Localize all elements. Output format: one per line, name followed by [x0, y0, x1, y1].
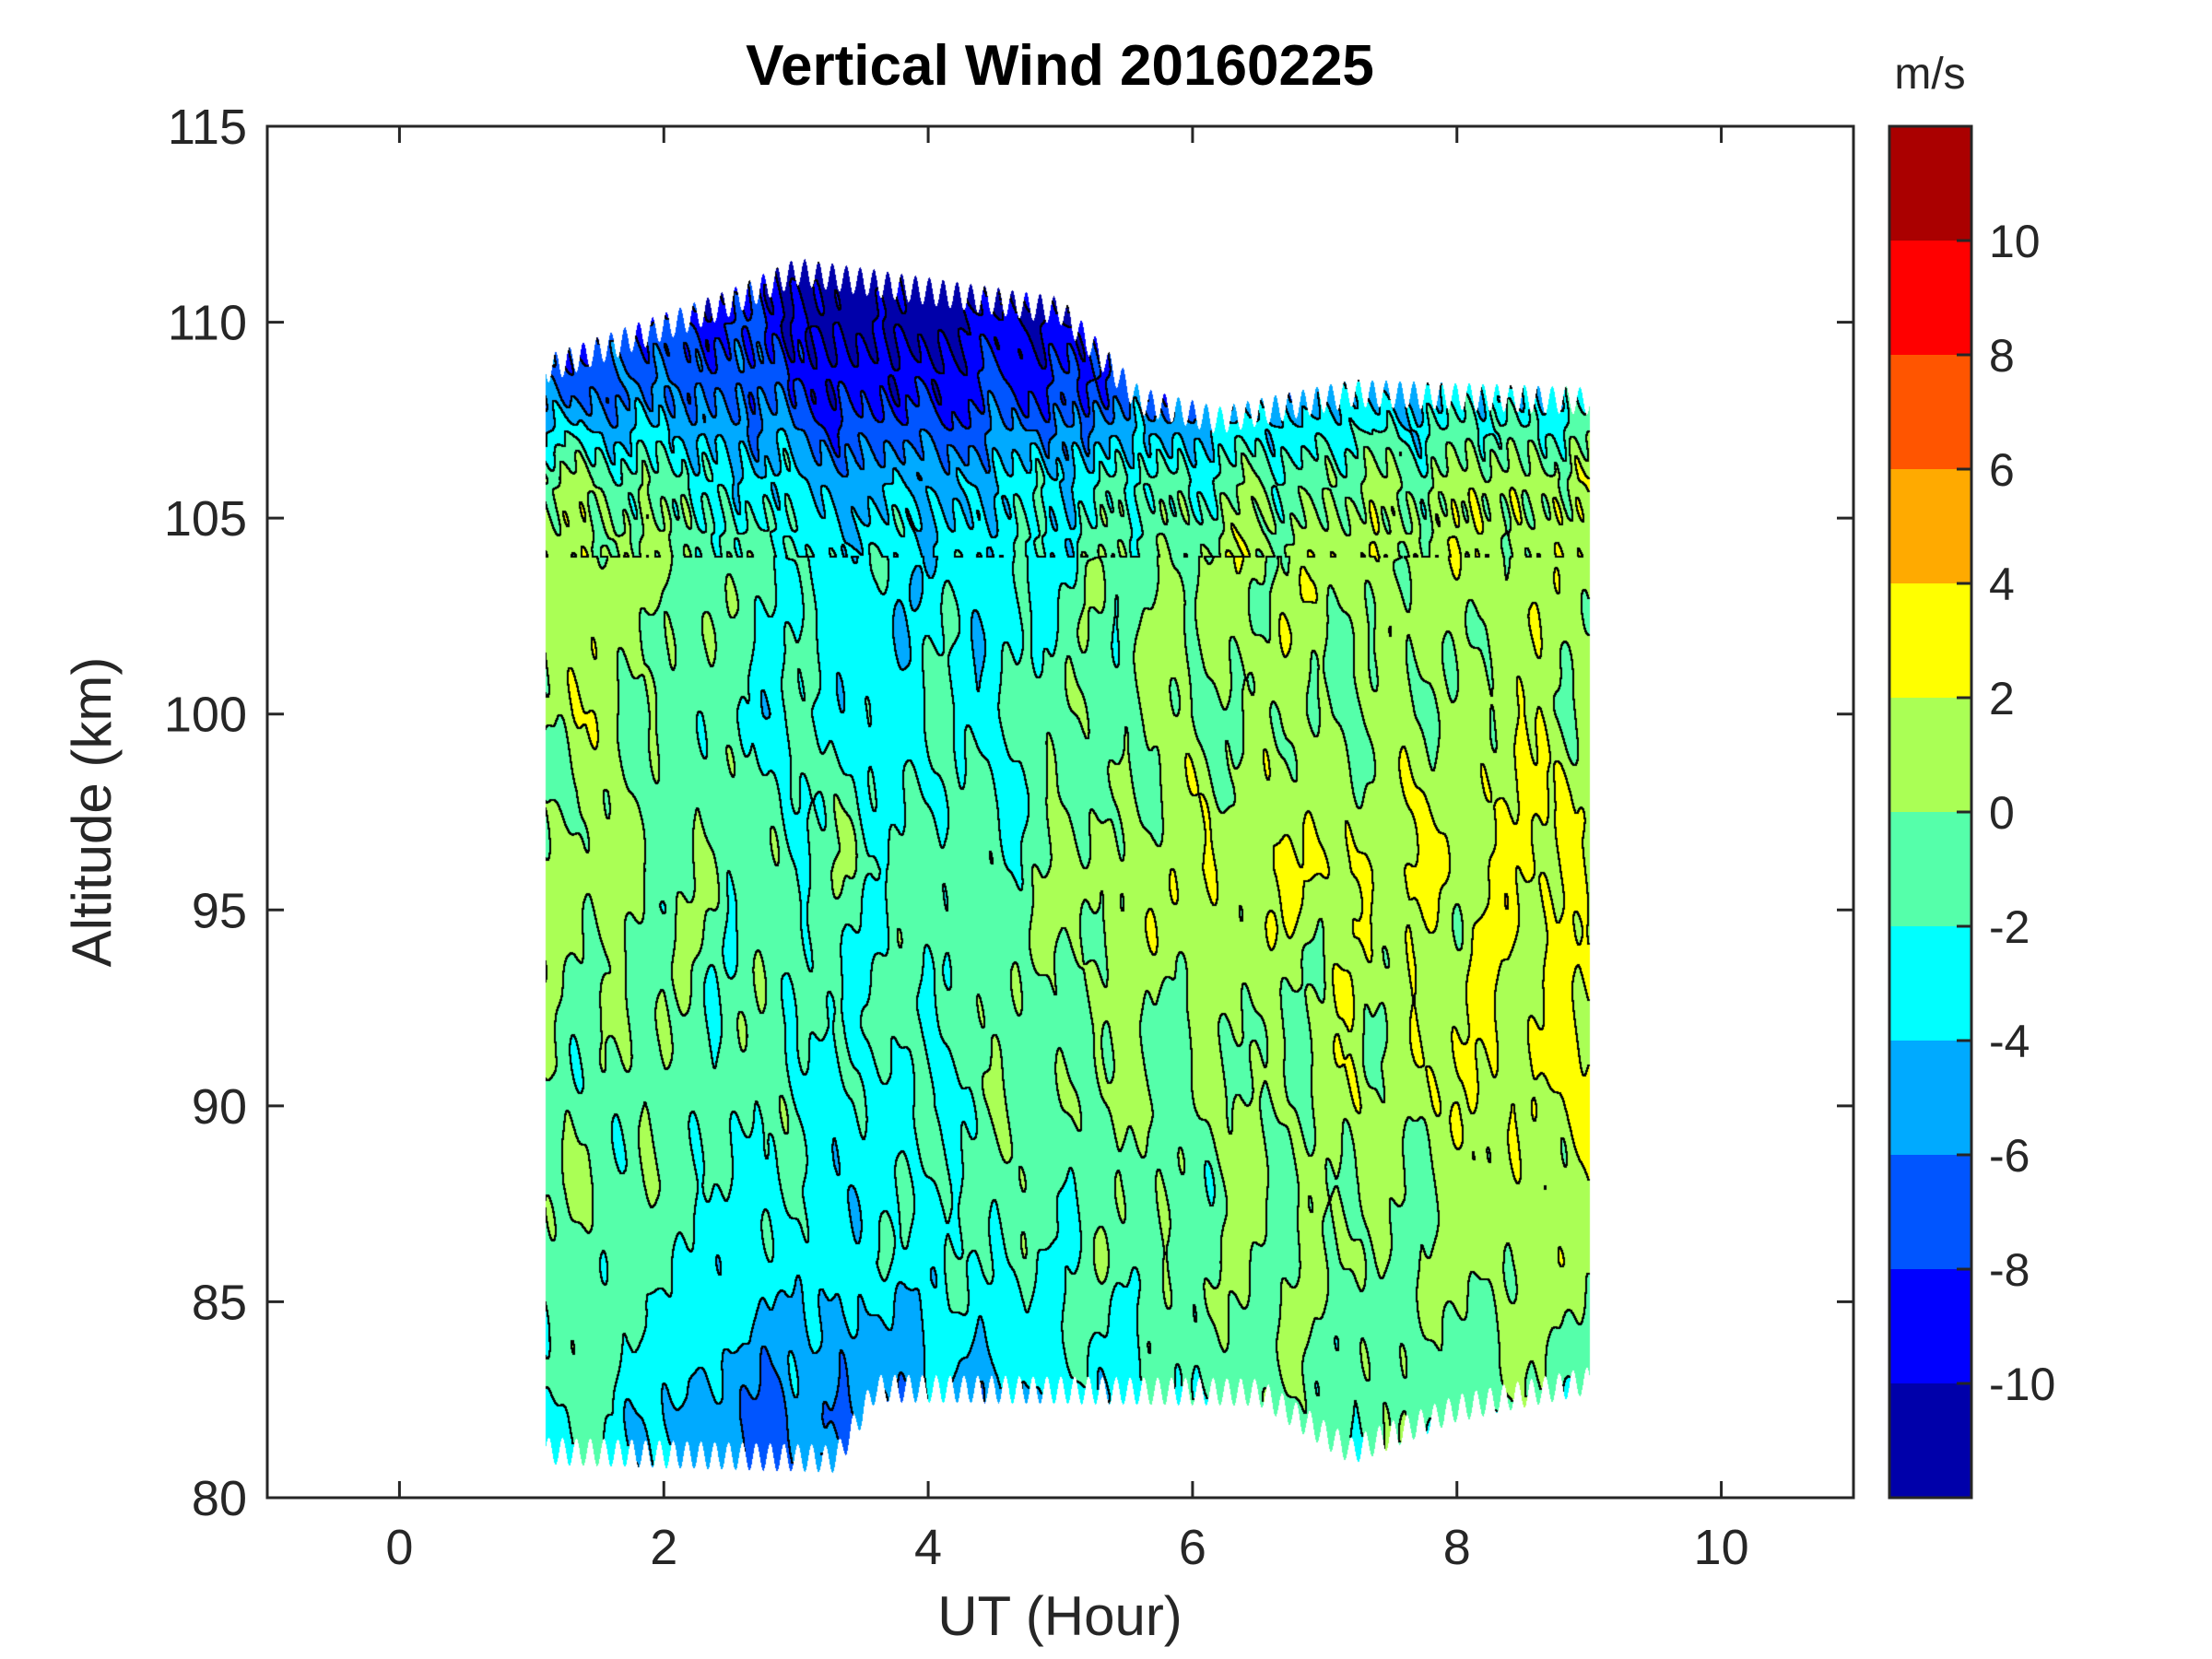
y-tick-label: 90	[192, 1079, 247, 1135]
y-tick-label: 105	[164, 491, 247, 547]
y-tick-label: 95	[192, 883, 247, 938]
x-tick-label: 10	[1694, 1520, 1749, 1575]
y-axis-label: Altitude (km)	[61, 657, 123, 968]
x-axis-label: UT (Hour)	[937, 1585, 1182, 1647]
colorbar-tick-label: 4	[1989, 559, 2015, 610]
chart-title: Vertical Wind 20160225	[746, 34, 1374, 98]
colorbar-band	[1889, 812, 1971, 926]
colorbar-tick-label: -6	[1989, 1130, 2030, 1182]
x-tick-label: 4	[914, 1520, 942, 1575]
colorbar-tick-label: -2	[1989, 901, 2030, 953]
y-tick-label: 100	[164, 688, 247, 743]
x-tick-label: 6	[1179, 1520, 1206, 1575]
colorbar-band	[1889, 926, 1971, 1041]
colorbar-band	[1889, 355, 1971, 469]
colorbar-tick-label: -4	[1989, 1016, 2030, 1067]
contour-field	[267, 126, 1853, 1498]
x-tick-label: 2	[650, 1520, 677, 1575]
colorbar-band	[1889, 241, 1971, 355]
colorbar-tick-label: -10	[1989, 1359, 2055, 1410]
y-tick-label: 85	[192, 1275, 247, 1330]
y-tick-label: 80	[192, 1471, 247, 1526]
colorbar-tick-label: 8	[1989, 330, 2015, 382]
colorbar-band	[1889, 1155, 1971, 1269]
colorbar-band	[1889, 1383, 1971, 1498]
x-tick-label: 0	[385, 1520, 413, 1575]
colorbar-band	[1889, 469, 1971, 583]
x-tick-label: 8	[1443, 1520, 1471, 1575]
axes: 0 2 4 6 8 10 80 85 90 95 100 105 110 115	[164, 100, 1855, 1575]
colorbar-band	[1889, 1269, 1971, 1383]
y-tick-label: 110	[168, 296, 247, 351]
colorbar: -10 -8 -6 -4 -2 0 2 4 6 8 10	[1888, 124, 2055, 1500]
axes-box	[265, 124, 1855, 1500]
colorbar-tick-label: -8	[1989, 1244, 2030, 1296]
colorbar-band	[1889, 583, 1971, 698]
y-tick-label: 115	[168, 100, 247, 155]
colorbar-tick-label: 2	[1989, 673, 2015, 724]
colorbar-tick-label: 0	[1989, 787, 2015, 839]
colorbar-band	[1889, 698, 1971, 812]
colorbar-band	[1889, 1041, 1971, 1155]
colorbar-tick-label: 6	[1989, 444, 2015, 496]
colorbar-tick-label: 10	[1989, 216, 2041, 267]
colorbar-band	[1889, 126, 1971, 241]
colorbar-label: m/s	[1894, 50, 1965, 99]
